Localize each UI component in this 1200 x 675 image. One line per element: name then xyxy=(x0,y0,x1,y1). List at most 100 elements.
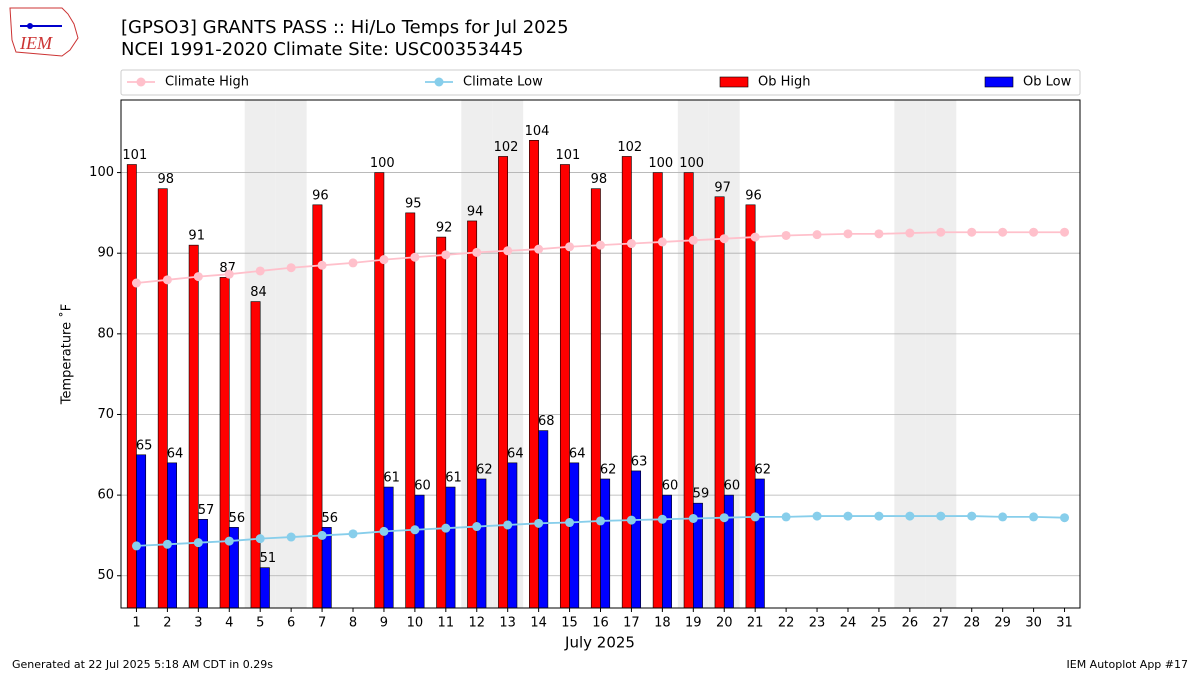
x-tick-label: 13 xyxy=(499,616,516,631)
bar xyxy=(167,462,177,609)
y-axis-label: Temperature ˚F xyxy=(59,304,75,405)
legend-label: Ob High xyxy=(758,75,811,90)
weekend-band xyxy=(894,100,926,608)
line-point xyxy=(193,272,203,282)
bar xyxy=(445,486,456,609)
x-tick-label: 1 xyxy=(132,616,140,631)
x-tick-label: 27 xyxy=(933,616,950,631)
line-point xyxy=(905,511,915,521)
value-label: 92 xyxy=(436,221,453,236)
value-label: 59 xyxy=(693,487,710,502)
x-tick-label: 28 xyxy=(963,616,980,631)
value-label: 57 xyxy=(198,503,215,518)
x-tick-label: 26 xyxy=(902,616,919,631)
line-point xyxy=(379,526,389,536)
y-tick-label: 70 xyxy=(97,407,114,422)
line-point xyxy=(503,246,513,256)
line-point xyxy=(781,230,791,240)
line-point xyxy=(688,513,698,523)
line-point xyxy=(131,278,141,288)
chart-title: [GPSO3] GRANTS PASS :: Hi/Lo Temps for J… xyxy=(121,17,569,38)
line-point xyxy=(224,536,234,546)
line-point xyxy=(565,518,575,528)
footer-left: Generated at 22 Jul 2025 5:18 AM CDT in … xyxy=(12,658,273,671)
line-point xyxy=(286,532,296,542)
x-tick-label: 12 xyxy=(468,616,485,631)
value-label: 98 xyxy=(591,172,608,187)
x-tick-label: 6 xyxy=(287,616,295,631)
line-point xyxy=(843,229,853,239)
value-label: 60 xyxy=(662,479,679,494)
value-label: 64 xyxy=(569,446,586,461)
value-label: 68 xyxy=(538,414,555,429)
x-tick-label: 7 xyxy=(318,616,326,631)
x-tick-label: 11 xyxy=(438,616,455,631)
line-point xyxy=(843,511,853,521)
bar xyxy=(414,494,425,609)
x-tick-label: 5 xyxy=(256,616,264,631)
line-point xyxy=(750,232,760,242)
line-point xyxy=(998,227,1008,237)
x-axis-label: July 2025 xyxy=(564,634,635,652)
line-point xyxy=(162,275,172,285)
line-point xyxy=(967,227,977,237)
legend-marker xyxy=(136,77,146,87)
y-tick-label: 80 xyxy=(97,326,114,341)
legend-label: Climate Low xyxy=(463,75,543,90)
legend-marker xyxy=(434,77,444,87)
line-point xyxy=(348,258,358,268)
line-point xyxy=(967,511,977,521)
line-point xyxy=(812,511,822,521)
line-point xyxy=(472,247,482,257)
line-point xyxy=(1060,227,1070,237)
legend-swatch xyxy=(984,76,1014,88)
logo-outline xyxy=(9,7,79,57)
bar xyxy=(723,494,734,609)
x-tick-label: 19 xyxy=(685,616,702,631)
value-label: 56 xyxy=(321,511,338,526)
legend-swatch xyxy=(719,76,749,88)
x-tick-label: 9 xyxy=(380,616,388,631)
x-tick-label: 25 xyxy=(871,616,888,631)
y-tick-label: 50 xyxy=(97,568,114,583)
bar xyxy=(188,244,199,609)
logo: IEM xyxy=(9,7,79,57)
value-label: 84 xyxy=(250,285,267,300)
value-label: 95 xyxy=(405,196,422,211)
x-tick-label: 10 xyxy=(407,616,424,631)
value-label: 62 xyxy=(755,462,772,477)
bar xyxy=(126,164,137,609)
value-label: 56 xyxy=(229,511,246,526)
x-tick-label: 4 xyxy=(225,616,233,631)
value-label: 96 xyxy=(312,188,329,203)
bar xyxy=(621,156,632,609)
value-label: 51 xyxy=(260,551,277,566)
x-tick-label: 15 xyxy=(561,616,578,631)
line-point xyxy=(410,252,420,262)
line-point xyxy=(534,244,544,254)
value-label: 98 xyxy=(157,172,174,187)
line-point xyxy=(781,512,791,522)
bar xyxy=(631,470,642,609)
bar xyxy=(498,156,508,609)
x-tick-label: 2 xyxy=(163,616,171,631)
value-label: 100 xyxy=(648,156,673,171)
line-point xyxy=(626,515,636,525)
line-point xyxy=(224,269,234,279)
line-point xyxy=(596,516,605,526)
bar xyxy=(136,454,147,609)
value-label: 101 xyxy=(556,148,581,163)
y-tick-label: 100 xyxy=(89,165,114,180)
line-point xyxy=(131,541,141,551)
bar xyxy=(467,220,478,609)
bar xyxy=(714,196,725,609)
value-label: 102 xyxy=(617,140,642,155)
weekend-band xyxy=(925,100,957,608)
value-label: 64 xyxy=(167,446,184,461)
value-label: 62 xyxy=(600,462,617,477)
line-point xyxy=(503,520,513,530)
value-label: 101 xyxy=(122,148,147,163)
line-point xyxy=(441,523,451,533)
x-tick-label: 18 xyxy=(654,616,671,631)
value-label: 61 xyxy=(445,471,462,486)
